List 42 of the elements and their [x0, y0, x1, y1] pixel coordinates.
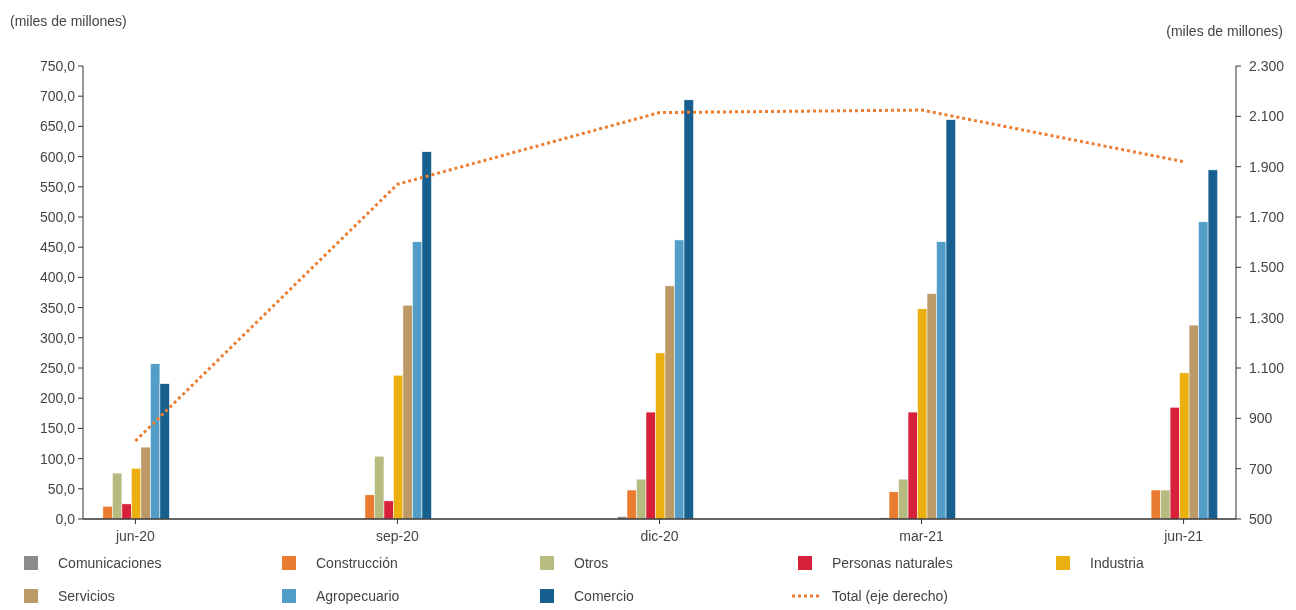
y-tick-label: 150,0 [39, 420, 76, 437]
y-tick-label: 350,0 [39, 299, 76, 316]
legend-label: Agropecuario [316, 587, 400, 604]
y2-tick-label: 500 [1249, 510, 1273, 527]
y-tick-label: 750,0 [39, 57, 76, 74]
y2-axis-title: (miles de millones) [1166, 23, 1283, 39]
y-tick-label: 100,0 [39, 450, 76, 467]
y2-tick-label: 2.300 [1249, 57, 1285, 74]
y2-tick-label: 1.100 [1249, 359, 1285, 376]
y-tick-label: 450,0 [39, 239, 76, 256]
legend-label: Comercio [574, 587, 635, 604]
y2-tick-label: 1.300 [1249, 309, 1285, 326]
legend-label: Comunicaciones [58, 554, 162, 571]
x-tick-label: jun-20 [114, 528, 156, 544]
y-tick-label: 300,0 [39, 329, 76, 346]
legend-label: Total (eje derecho) [832, 587, 948, 604]
y-tick-label: 600,0 [39, 148, 76, 165]
legend-label: Personas naturales [832, 554, 953, 571]
y2-tick-label: 2.100 [1249, 108, 1285, 125]
y-tick-label: 0,0 [55, 510, 76, 527]
y-tick-label: 50,0 [47, 480, 76, 497]
y2-tick-label: 700 [1249, 460, 1273, 477]
y-tick-label: 250,0 [39, 359, 76, 376]
legend-label: Otros [574, 554, 609, 571]
y-tick-label: 500,0 [39, 208, 76, 225]
y2-tick-label: 1.900 [1249, 158, 1285, 175]
y-tick-label: 400,0 [39, 269, 76, 286]
y-tick-label: 550,0 [39, 178, 76, 195]
legend-label: Servicios [58, 587, 115, 604]
y-tick-label: 200,0 [39, 390, 76, 407]
x-tick-label: dic-20 [640, 528, 679, 544]
x-tick-label: sep-20 [376, 528, 420, 544]
y-axis-title: (miles de millones) [10, 13, 127, 29]
legend-label: Construcción [316, 554, 398, 571]
x-tick-label: mar-21 [899, 528, 944, 544]
legend-label: Industria [1090, 554, 1144, 571]
y2-tick-label: 900 [1249, 410, 1273, 427]
y2-tick-label: 1.500 [1249, 259, 1285, 276]
y-tick-label: 700,0 [39, 88, 76, 105]
x-tick-label: jun-21 [1163, 528, 1204, 544]
y2-tick-label: 1.700 [1249, 208, 1285, 225]
y-tick-label: 650,0 [39, 118, 76, 135]
